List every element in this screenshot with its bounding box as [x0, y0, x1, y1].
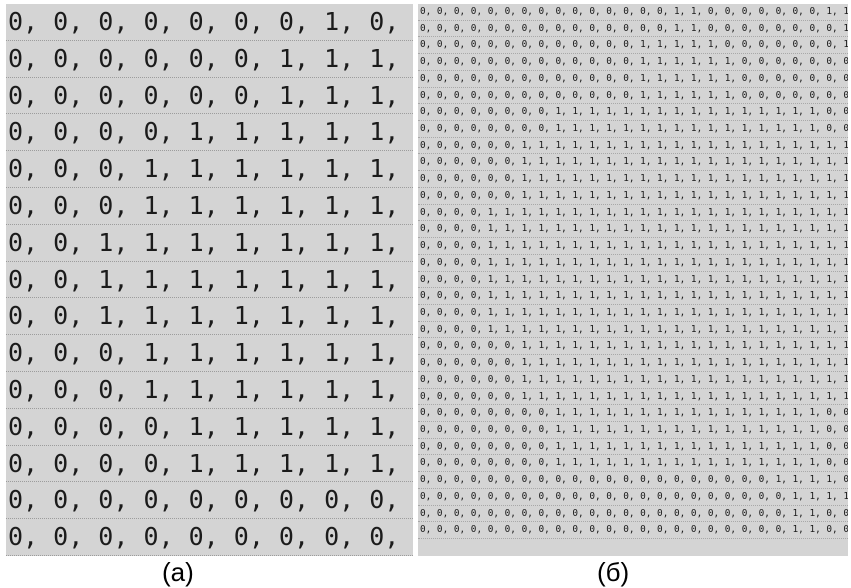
- matrix-row: 0, 0, 0, 1, 1, 1, 1, 1, 1, 1, 1, 1, 1, 0…: [6, 335, 413, 372]
- matrix-row: 0, 0, 0, 0, 0, 0, 1, 1, 1, 1, 1, 1, 1, 1…: [418, 138, 848, 155]
- matrix-row: 0, 0, 0, 0, 0, 0, 0, 0, 0, 0, 0, 0, 0, 1…: [418, 88, 848, 105]
- matrix-row: 0, 0, 0, 0, 0, 0, 0, 0, 0, 0, 0, 0, 0, 1…: [418, 71, 848, 88]
- matrix-row: 0, 0, 0, 1, 1, 1, 1, 1, 1, 1, 1, 1, 0, 0…: [6, 151, 413, 188]
- matrix-row: 0, 0, 0, 0, 0, 0, 0, 0, 1, 1, 1, 1, 1, 1…: [418, 121, 848, 138]
- caption-b: (б): [597, 557, 630, 587]
- matrix-row: 0, 0, 0, 0, 1, 1, 1, 1, 1, 1, 1, 1, 0, 0…: [6, 409, 413, 446]
- matrix-row: 0, 0, 1, 1, 1, 1, 1, 1, 1, 1, 1, 1, 1, 0…: [6, 298, 413, 336]
- matrix-row: 0, 0, 0, 0, 0, 0, 1, 1, 1, 1, 1, 1, 1, 1…: [418, 154, 848, 172]
- matrix-panel-a: 0, 0, 0, 0, 0, 0, 0, 1, 0, 0, 0, 1, 0, 1…: [6, 4, 413, 556]
- matrix-row: 0, 0, 0, 0, 0, 0, 1, 1, 1, 1, 1, 1, 1, 1…: [418, 389, 848, 406]
- matrix-row: 0, 0, 0, 0, 0, 0, 0, 0, 0, 0, 0, 0, 0, 0…: [418, 489, 848, 506]
- matrix-row: 0, 0, 0, 0, 1, 1, 1, 1, 1, 1, 1, 1, 1, 1…: [418, 305, 848, 322]
- matrix-row: 0, 0, 0, 0, 1, 1, 1, 1, 1, 1, 1, 1, 1, 1…: [418, 238, 848, 255]
- matrix-row: 0, 0, 0, 0, 0, 0, 0, 1, 0, 0, 0, 1, 0, 1…: [6, 4, 413, 41]
- matrix-row: 0, 0, 0, 0, 0, 0, 0, 0, 0, 0, 0, 0, 0, 0…: [418, 21, 848, 38]
- matrix-row: 0, 0, 0, 0, 1, 1, 1, 1, 1, 1, 1, 0, 0, 0…: [6, 114, 413, 152]
- matrix-row: 0, 0, 0, 0, 0, 0, 0, 0, 1, 1, 1, 1, 1, 1…: [418, 439, 848, 456]
- matrix-row: 0, 0, 0, 0, 0, 0, 0, 0, 1, 1, 1, 1, 1, 1…: [418, 104, 848, 122]
- matrix-row: 0, 0, 0, 0, 0, 0, 0, 0, 0, 0, 0, 1, 1, 0…: [6, 482, 413, 520]
- matrix-row: 0, 0, 0, 0, 0, 0, 0, 0, 0, 0, 0, 0, 0, 0…: [418, 522, 848, 540]
- matrix-row: 0, 0, 0, 0, 1, 1, 1, 1, 1, 1, 1, 1, 1, 1…: [418, 221, 848, 239]
- matrix-row: 0, 0, 0, 0, 0, 0, 0, 0, 0, 0, 0, 0, 0, 1…: [418, 37, 848, 55]
- matrix-row: 0, 0, 0, 0, 1, 1, 1, 1, 1, 1, 1, 1, 1, 1…: [418, 322, 848, 339]
- matrix-row: 0, 0, 0, 0, 0, 0, 0, 0, 1, 1, 1, 1, 1, 1…: [418, 422, 848, 439]
- matrix-row: 0, 0, 0, 0, 0, 0, 1, 1, 1, 0, 0, 0, 1, 1…: [6, 41, 413, 78]
- matrix-row: 0, 0, 0, 0, 1, 1, 1, 1, 1, 1, 1, 1, 1, 1…: [418, 255, 848, 272]
- matrix-row: 0, 0, 0, 0, 0, 0, 0, 0, 0, 0, 0, 1, 0, 0…: [6, 519, 413, 556]
- matrix-row: 0, 0, 0, 0, 0, 0, 1, 1, 1, 1, 1, 1, 1, 1…: [418, 372, 848, 389]
- matrix-row: 0, 0, 0, 0, 0, 0, 0, 0, 0, 0, 0, 0, 0, 1…: [418, 54, 848, 71]
- caption-a: (a): [162, 557, 194, 587]
- matrix-row: 0, 0, 0, 0, 1, 1, 1, 1, 1, 1, 1, 1, 1, 1…: [418, 205, 848, 222]
- matrix-row: 0, 0, 0, 0, 1, 1, 1, 1, 1, 1, 1, 1, 1, 1…: [418, 272, 848, 289]
- matrix-row: 0, 0, 0, 0, 0, 0, 1, 1, 1, 1, 1, 1, 1, 1…: [418, 355, 848, 372]
- matrix-row: 0, 0, 1, 1, 1, 1, 1, 1, 1, 1, 1, 1, 1, 0…: [6, 262, 413, 299]
- matrix-row: 0, 0, 1, 1, 1, 1, 1, 1, 1, 1, 1, 1, 1, 0…: [6, 225, 413, 262]
- matrix-row: 0, 0, 0, 0, 1, 1, 1, 1, 1, 1, 1, 1, 0, 0…: [6, 446, 413, 483]
- matrix-row: 0, 0, 0, 0, 0, 0, 0, 0, 1, 1, 1, 1, 1, 1…: [418, 405, 848, 422]
- matrix-panel-b: 0, 0, 0, 0, 0, 0, 0, 0, 0, 0, 0, 0, 0, 0…: [418, 4, 848, 556]
- matrix-row: 0, 0, 0, 0, 0, 0, 0, 0, 0, 0, 0, 0, 0, 0…: [418, 506, 848, 523]
- matrix-row: 0, 0, 0, 0, 1, 1, 1, 1, 1, 1, 1, 1, 1, 1…: [418, 288, 848, 305]
- matrix-row: 0, 0, 0, 1, 1, 1, 1, 1, 1, 1, 1, 1, 1, 0…: [6, 372, 413, 409]
- matrix-row: 0, 0, 0, 1, 1, 1, 1, 1, 1, 1, 1, 1, 1, 0…: [6, 188, 413, 225]
- matrix-row: 0, 0, 0, 0, 0, 0, 0, 0, 0, 0, 0, 0, 0, 0…: [418, 472, 848, 489]
- matrix-row: 0, 0, 0, 0, 0, 0, 1, 1, 1, 1, 1, 1, 1, 1…: [418, 171, 848, 188]
- matrix-row: 0, 0, 0, 0, 0, 0, 1, 1, 1, 1, 1, 1, 1, 1…: [418, 338, 848, 356]
- matrix-row: 0, 0, 0, 0, 0, 0, 1, 1, 1, 0, 0, 0, 0, 1…: [6, 78, 413, 115]
- matrix-row: 0, 0, 0, 0, 0, 0, 0, 0, 1, 1, 1, 1, 1, 1…: [418, 455, 848, 473]
- matrix-row: 0, 0, 0, 0, 0, 0, 1, 1, 1, 1, 1, 1, 1, 1…: [418, 188, 848, 205]
- matrix-row: 0, 0, 0, 0, 0, 0, 0, 0, 0, 0, 0, 0, 0, 0…: [418, 4, 848, 21]
